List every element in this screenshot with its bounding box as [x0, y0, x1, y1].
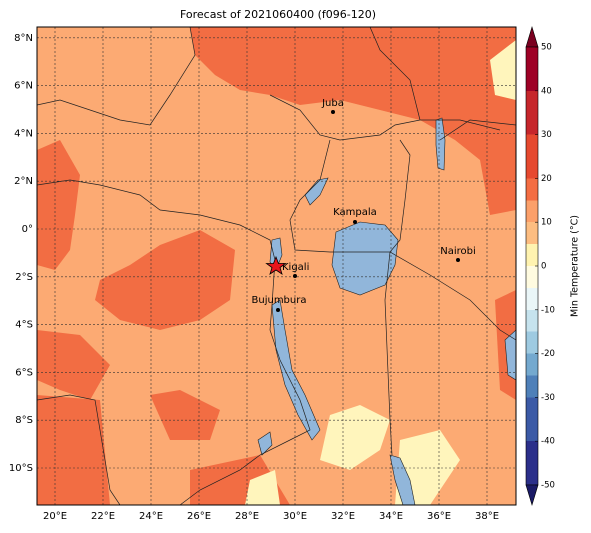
city-marker — [276, 308, 280, 312]
colorbar-tick-label: 0 — [541, 262, 546, 272]
colorbar-ticks: 50 40 30 20 10 0 -10 -20 -30 -40 -50 — [535, 43, 555, 491]
title: Forecast of 2021060400 (f096-120) — [180, 8, 376, 21]
lat-tick-label: 6°S — [15, 367, 33, 378]
colorbar-tick-label: 30 — [541, 130, 552, 140]
lake — [435, 117, 446, 171]
lon-tick-label: 20°E — [43, 511, 67, 522]
lat-tick-label: 6°N — [14, 81, 33, 92]
lon-tick-label: 32°E — [331, 511, 355, 522]
city-label: Bujumbura — [252, 295, 307, 306]
lat-tick-label: 0° — [22, 224, 33, 235]
lake — [304, 177, 329, 206]
colorbar-extend-top — [525, 25, 539, 48]
lon-tick-label: 22°E — [91, 511, 115, 522]
lake — [269, 237, 283, 271]
lake — [257, 431, 273, 456]
warm-area — [150, 390, 220, 440]
colorbar-tick-label: -40 — [541, 437, 555, 447]
lon-tick-label: 26°E — [187, 511, 211, 522]
lon-tick-label: 38°E — [475, 511, 499, 522]
colorbar: Min Temperature (°C) 50 40 30 20 10 0 -10 -20 -3… — [525, 25, 581, 507]
lake — [504, 329, 516, 381]
city-label: Nairobi — [440, 246, 476, 257]
lat-tick-label: 10°S — [9, 463, 33, 474]
lat-tick-label: 2°N — [14, 176, 33, 187]
map-frame — [36, 26, 517, 506]
city-marker — [353, 220, 357, 224]
colorbar-tick-label: 10 — [541, 218, 552, 228]
lat-tick-label: 8°S — [15, 415, 33, 426]
city-label: Kampala — [333, 207, 377, 218]
cities: Juba Kampala Nairobi Kigali Bujumbura — [252, 98, 476, 312]
map — [37, 27, 516, 505]
colorbar-tick-label: 40 — [541, 86, 552, 96]
colorbar-extend-bottom — [525, 484, 539, 507]
colorbar-tick-label: -10 — [541, 305, 555, 315]
lon-tick-label: 36°E — [427, 511, 451, 522]
warm-area — [37, 140, 80, 270]
location-star — [265, 255, 287, 275]
border — [37, 27, 516, 505]
city-label: Kigali — [282, 262, 309, 273]
lon-tick-label: 34°E — [379, 511, 403, 522]
lon-tick-label: 28°E — [235, 511, 259, 522]
colorbar-tick-label: -30 — [541, 393, 555, 403]
lat-tick-label: 2°S — [15, 272, 33, 283]
lat-tick-label: 8°N — [14, 33, 33, 44]
lat-tick-label: 4°S — [15, 320, 33, 331]
lake — [389, 454, 416, 505]
colorbar-tick-label: -20 — [541, 349, 555, 359]
warm-area — [190, 27, 516, 215]
city-marker — [456, 258, 460, 262]
lake — [271, 299, 321, 441]
warm-area — [95, 230, 235, 330]
warm-area — [37, 395, 110, 505]
lon-tick-label: 24°E — [139, 511, 163, 522]
colorbar-tick-label: 50 — [541, 43, 552, 53]
lat-tick-label: 4°N — [14, 128, 33, 139]
colorbar-tick-label: -50 — [541, 481, 555, 491]
cool-area — [490, 40, 516, 100]
city-label: Juba — [321, 98, 344, 109]
colorbar-label: Min Temperature (°C) — [570, 215, 581, 317]
colorbar-tick-label: 20 — [541, 174, 552, 184]
city-marker — [331, 110, 335, 114]
cool-area — [245, 470, 280, 505]
cool-area — [320, 405, 390, 470]
city-marker — [293, 274, 297, 278]
lon-tick-label: 30°E — [283, 511, 307, 522]
